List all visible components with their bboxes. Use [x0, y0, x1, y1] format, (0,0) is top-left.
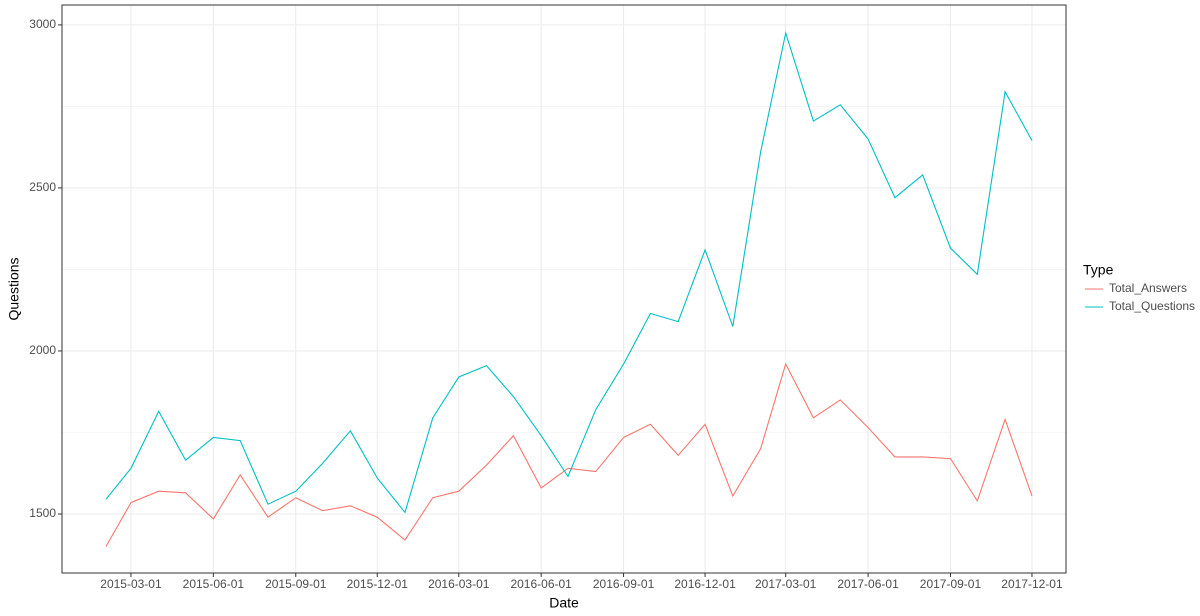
legend-title: Type [1083, 262, 1114, 278]
x-tick-label: 2016-09-01 [593, 577, 655, 591]
y-tick-label: 2000 [29, 343, 56, 357]
x-axis-label: Date [549, 595, 579, 611]
x-tick-label: 2017-06-01 [837, 577, 899, 591]
x-tick-label: 2015-03-01 [100, 577, 162, 591]
x-tick-label: 2016-12-01 [674, 577, 736, 591]
series-line [105, 362, 1033, 547]
x-tick-label: 2015-09-01 [265, 577, 327, 591]
x-tick-label: 2016-06-01 [510, 577, 572, 591]
x-tick-label: 2017-03-01 [755, 577, 817, 591]
y-tick-label: 1500 [29, 506, 56, 520]
x-tick-label: 2015-12-01 [347, 577, 409, 591]
legend-label: Total_Questions [1109, 299, 1195, 313]
plot-border [61, 4, 1067, 574]
series-line [105, 30, 1033, 514]
y-tick-label: 2500 [29, 180, 56, 194]
x-tick-label: 2016-03-01 [428, 577, 490, 591]
x-tick-label: 2017-12-01 [1001, 577, 1063, 591]
y-tick-label: 3000 [29, 17, 56, 31]
legend-label: Total_Answers [1109, 281, 1187, 295]
x-tick-label: 2015-06-01 [183, 577, 245, 591]
y-axis-label: Questions [6, 257, 22, 320]
x-tick-label: 2017-09-01 [920, 577, 982, 591]
